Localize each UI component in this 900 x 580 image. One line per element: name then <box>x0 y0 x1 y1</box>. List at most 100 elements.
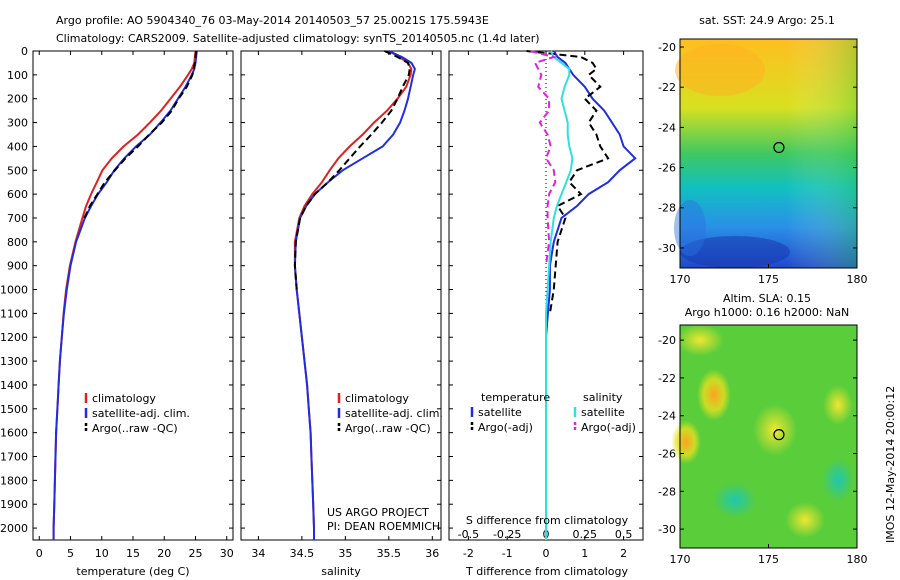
credit-line2: PI: DEAN ROEMMICH <box>327 520 440 533</box>
depth-tick-label: 400 <box>7 140 28 153</box>
sst-cool-patch <box>674 200 706 256</box>
depth-tick-label: 900 <box>7 260 28 273</box>
depth-tick-label: 100 <box>7 69 28 82</box>
sla-yellow-blob-4 <box>785 502 825 538</box>
depth-tick-label: 1300 <box>0 355 28 368</box>
series-line <box>293 50 416 540</box>
salinity-plot: 34 34.5 35 35.5 36 climatology satellite-adj. … <box>251 50 443 560</box>
sla-cyan-blob <box>713 482 757 518</box>
depth-tick-label: 300 <box>7 117 28 130</box>
x-tick-label: 0 <box>543 547 550 560</box>
legend-label: Argo(..raw -QC) <box>92 422 178 435</box>
x-tick-label: 34 <box>251 547 265 560</box>
map-y-tick-label: -20 <box>658 41 676 54</box>
temperature-panel-frame <box>32 50 234 541</box>
x-tick-label: 2 <box>620 547 627 560</box>
x-tick-label: 1 <box>581 547 588 560</box>
map-x-tick-label: 170 <box>670 273 691 286</box>
map-y-tick-label: -24 <box>658 410 676 423</box>
depth-tick-label: 200 <box>7 93 28 106</box>
legend-label: satellite <box>581 406 625 419</box>
sla-map-subtitle: Argo h1000: 0.16 h2000: NaN <box>685 306 850 319</box>
sla-orange-blob <box>697 369 731 421</box>
depth-tick-label: 1400 <box>0 379 28 392</box>
sst-warm-patch <box>675 44 765 96</box>
series-line <box>52 50 198 540</box>
legend-label: satellite-adj. clim. <box>345 407 443 420</box>
legend-label: climatology <box>345 392 409 405</box>
diff-series-line <box>526 50 610 314</box>
map-y-tick-label: -22 <box>658 372 676 385</box>
map-y-tick-label: -30 <box>658 523 676 536</box>
x-tick-label: 30 <box>220 547 234 560</box>
map-y-tick-label: -28 <box>658 485 676 498</box>
map-y-tick-label: -26 <box>658 162 676 175</box>
difference-x2label: S difference from climatology <box>466 514 629 527</box>
sst-map-axes: 170 175 180 -20 -22 -24 -26 -28 -30 <box>658 41 867 286</box>
depth-tick-label: 1000 <box>0 284 28 297</box>
sla-argo-location-marker <box>773 429 785 441</box>
header-line2: Climatology: CARS2009. Satellite-adjuste… <box>56 32 540 45</box>
sst-cold-patch <box>680 236 790 268</box>
sla-map-axes: 170 175 180 -20 -22 -24 -26 -28 -30 <box>658 334 867 566</box>
series-line <box>83 50 198 219</box>
imos-timestamp: IMOS 12-May-2014 20:00:12 <box>884 386 897 543</box>
depth-tick-label: 2000 <box>0 522 28 535</box>
depth-tick-label: 500 <box>7 164 28 177</box>
series-line <box>293 50 411 290</box>
map-y-tick-label: -22 <box>658 81 676 94</box>
depth-tick-label: 1600 <box>0 427 28 440</box>
map-y-tick-label: -26 <box>658 448 676 461</box>
map-x-tick-label: 170 <box>670 553 691 566</box>
legend-header: salinity <box>583 391 623 404</box>
legend-label: Argo(..raw -QC) <box>345 422 431 435</box>
sst-argo-location-marker <box>773 141 785 154</box>
x-tick-label: 15 <box>126 547 140 560</box>
depth-tick-label: 700 <box>7 212 28 225</box>
depth-tick-label: 1800 <box>0 474 28 487</box>
x-tick-label: 25 <box>189 547 203 560</box>
sla-orange-blob-2 <box>671 420 701 464</box>
x2-tick-label: -0.25 <box>493 528 521 541</box>
salinity-panel-frame <box>240 50 442 541</box>
credit-line1: US ARGO PROJECT <box>327 506 429 519</box>
map-y-tick-label: -30 <box>658 242 676 255</box>
sla-yellow-blob-2 <box>676 324 724 356</box>
x-tick-label: 36 <box>425 547 439 560</box>
difference-xlabel: T difference from climatology <box>465 565 628 578</box>
temperature-plot: 0 5 10 15 20 25 30 climatology satellite-adj. cl… <box>36 50 234 560</box>
sla-cyan-blob-2 <box>822 458 854 502</box>
x-tick-label: 35.5 <box>377 547 402 560</box>
sla-yellow-blob-3 <box>823 385 853 425</box>
depth-tick-label: 1500 <box>0 403 28 416</box>
map-y-tick-label: -28 <box>658 202 676 215</box>
legend-label: satellite-adj. clim. <box>92 407 190 420</box>
x2-tick-label: 0.5 <box>615 528 633 541</box>
map-x-tick-label: 175 <box>758 273 779 286</box>
header-line1: Argo profile: AO 5904340_76 03-May-2014 … <box>56 14 489 27</box>
legend-label: Argo(-adj) <box>581 421 636 434</box>
depth-tick-label: 1100 <box>0 307 28 320</box>
map-x-tick-label: 175 <box>758 553 779 566</box>
sst-map <box>674 39 857 268</box>
x-tick-label: -1 <box>502 547 513 560</box>
x-tick-label: 0 <box>36 547 43 560</box>
x-tick-label: 5 <box>67 547 74 560</box>
x-tick-label: 34.5 <box>290 547 315 560</box>
depth-axis-ticks: 0 100 200 300 400 500 600 700 800 900 1000 1100 1200… <box>0 45 643 535</box>
depth-tick-label: 0 <box>21 45 28 58</box>
depth-tick-label: 1700 <box>0 451 28 464</box>
diff-series-line <box>530 50 558 266</box>
temperature-xlabel: temperature (deg C) <box>76 565 189 578</box>
depth-tick-label: 800 <box>7 236 28 249</box>
x-tick-label: 10 <box>95 547 109 560</box>
sla-map <box>671 324 857 548</box>
sla-map-title: Altim. SLA: 0.15 <box>723 292 811 305</box>
diff-series-line <box>545 50 574 540</box>
legend-label: Argo(-adj) <box>478 421 533 434</box>
map-y-tick-label: -24 <box>658 121 676 134</box>
x2-tick-label: 0.25 <box>573 528 598 541</box>
salinity-xlabel: salinity <box>321 565 361 578</box>
